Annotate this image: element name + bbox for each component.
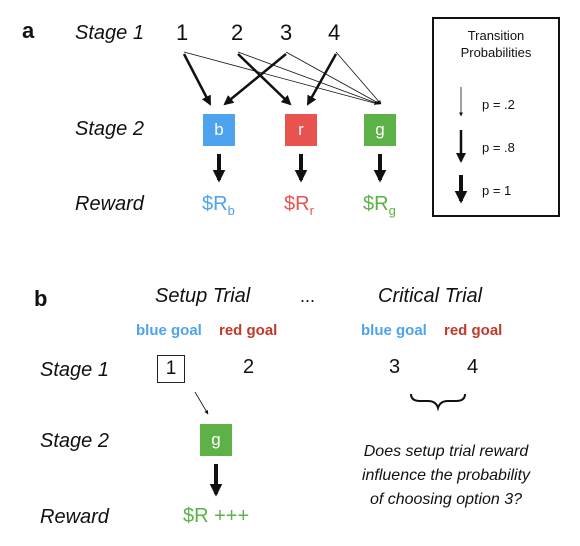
- reward-g-sub: g: [388, 203, 396, 218]
- b-stage1-label: Stage 1: [40, 359, 109, 381]
- reward-r: $Rr: [284, 193, 314, 218]
- arrow-2-to-r: [237, 53, 292, 106]
- reward-r-sub: r: [309, 203, 314, 218]
- b-stage2-box-g: g: [200, 424, 232, 456]
- panel-a-label: a: [22, 18, 35, 43]
- b-reward-value: $R +++: [183, 505, 250, 527]
- option-4: 4: [328, 20, 341, 45]
- option-1: 1: [176, 20, 189, 45]
- stage2-box-r: r: [285, 114, 317, 146]
- arrow-1-to-b: [182, 53, 212, 106]
- stage2-box-b: b: [203, 114, 235, 146]
- option-3: 3: [280, 20, 293, 45]
- legend-p-certain: p = 1: [482, 183, 512, 198]
- arrow-1-to-g: [183, 51, 379, 105]
- curly-brace: [410, 393, 466, 412]
- arrow-4-to-r: [306, 53, 338, 106]
- b-arrow-1-to-g: [194, 391, 209, 415]
- question-line-3: of choosing option 3?: [369, 491, 523, 508]
- arrow-2-to-g: [237, 51, 380, 105]
- critical-option-3: 3: [389, 356, 401, 378]
- critical-red-goal: red goal: [444, 322, 503, 339]
- stage2-label: Stage 2: [75, 118, 144, 140]
- setup-option-1-selected: 1: [157, 355, 185, 383]
- setup-option-2: 2: [243, 356, 255, 378]
- setup-blue-goal: blue goal: [136, 322, 202, 339]
- legend-title-line2: Probabilities: [460, 45, 532, 60]
- arrow-3-to-g: [285, 51, 381, 105]
- option-2: 2: [231, 20, 244, 45]
- legend-p-low: p = .2: [482, 97, 515, 112]
- question-line-2: influence the probability: [361, 467, 531, 484]
- question-line-1: Does setup trial reward: [363, 443, 529, 460]
- critical-option-4: 4: [467, 356, 479, 378]
- panel-b-label: b: [34, 286, 48, 311]
- research-question: Does setup trial reward influence the pr…: [330, 440, 562, 512]
- reward-b: $Rb: [202, 193, 235, 218]
- b-stage2-label: Stage 2: [40, 430, 109, 452]
- reward-g-text: $R: [363, 193, 389, 215]
- reward-label: Reward: [75, 193, 144, 215]
- stage2-box-g: g: [364, 114, 396, 146]
- reward-b-sub: b: [227, 203, 235, 218]
- transition-probabilities-legend: Transition Probabilities p = .2 p = .8 p…: [432, 17, 560, 217]
- setup-red-goal: red goal: [219, 322, 278, 339]
- critical-trial-title: Critical Trial: [378, 285, 483, 307]
- legend-title: Transition Probabilities: [434, 27, 558, 61]
- critical-blue-goal: blue goal: [361, 322, 427, 339]
- arrow-4-to-g: [335, 51, 382, 105]
- ellipsis: ...: [300, 286, 316, 306]
- reward-g: $Rg: [363, 193, 396, 218]
- setup-trial-title: Setup Trial: [155, 285, 251, 307]
- reward-r-text: $R: [284, 193, 310, 215]
- arrow-3-to-b: [223, 53, 287, 106]
- reward-b-text: $R: [202, 193, 228, 215]
- b-reward-label: Reward: [40, 506, 109, 528]
- legend-p-high: p = .8: [482, 140, 515, 155]
- legend-title-line1: Transition: [467, 28, 525, 43]
- stage1-label: Stage 1: [75, 22, 144, 44]
